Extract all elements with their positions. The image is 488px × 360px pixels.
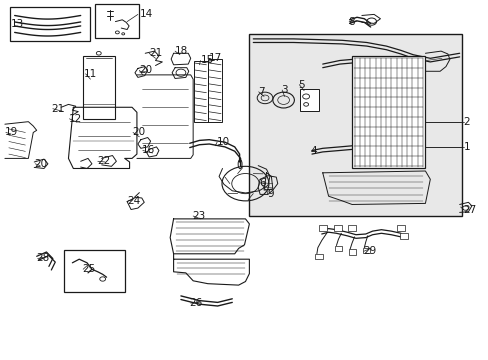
Text: 13: 13	[11, 19, 24, 30]
Text: 2: 2	[463, 117, 469, 127]
Text: 5: 5	[298, 80, 305, 90]
Text: 1: 1	[463, 142, 469, 152]
Text: 29: 29	[362, 246, 375, 256]
Bar	[399, 233, 407, 239]
Text: 7: 7	[257, 87, 264, 97]
Bar	[83, 56, 115, 119]
Bar	[300, 89, 318, 111]
Bar	[351, 56, 425, 168]
Text: 15: 15	[200, 55, 213, 66]
Text: 3: 3	[281, 85, 287, 95]
Text: 21: 21	[51, 104, 64, 114]
Text: 16: 16	[142, 145, 155, 156]
Text: 10: 10	[217, 137, 230, 147]
Bar	[314, 254, 322, 259]
Text: 8: 8	[347, 17, 354, 27]
Text: 20: 20	[132, 127, 145, 138]
Text: 20: 20	[34, 159, 47, 169]
Bar	[396, 225, 404, 231]
Text: 26: 26	[189, 298, 203, 308]
Bar	[193, 61, 207, 122]
Text: 9: 9	[267, 189, 274, 199]
Bar	[334, 225, 342, 231]
Text: 23: 23	[192, 211, 205, 221]
Text: 14: 14	[140, 9, 153, 19]
Text: 25: 25	[82, 264, 95, 274]
Text: 6: 6	[259, 178, 265, 188]
Bar	[10, 7, 90, 41]
Bar	[95, 4, 139, 38]
Bar	[347, 225, 355, 231]
Text: 19: 19	[5, 127, 18, 138]
Bar	[63, 250, 124, 292]
Text: 17: 17	[209, 53, 222, 63]
Text: 22: 22	[97, 156, 110, 166]
Text: 21: 21	[149, 48, 162, 58]
Bar	[318, 225, 326, 231]
Bar	[208, 59, 222, 122]
Text: 18: 18	[175, 46, 188, 56]
Text: 12: 12	[68, 114, 81, 124]
Text: 20: 20	[139, 65, 152, 75]
Bar	[249, 34, 461, 216]
Text: 4: 4	[310, 146, 317, 156]
Text: 24: 24	[127, 196, 140, 206]
Text: 27: 27	[463, 204, 476, 215]
Text: 28: 28	[37, 253, 50, 264]
Bar	[334, 246, 342, 251]
Text: 11: 11	[84, 69, 97, 79]
Bar	[362, 248, 369, 253]
Bar	[348, 249, 355, 255]
